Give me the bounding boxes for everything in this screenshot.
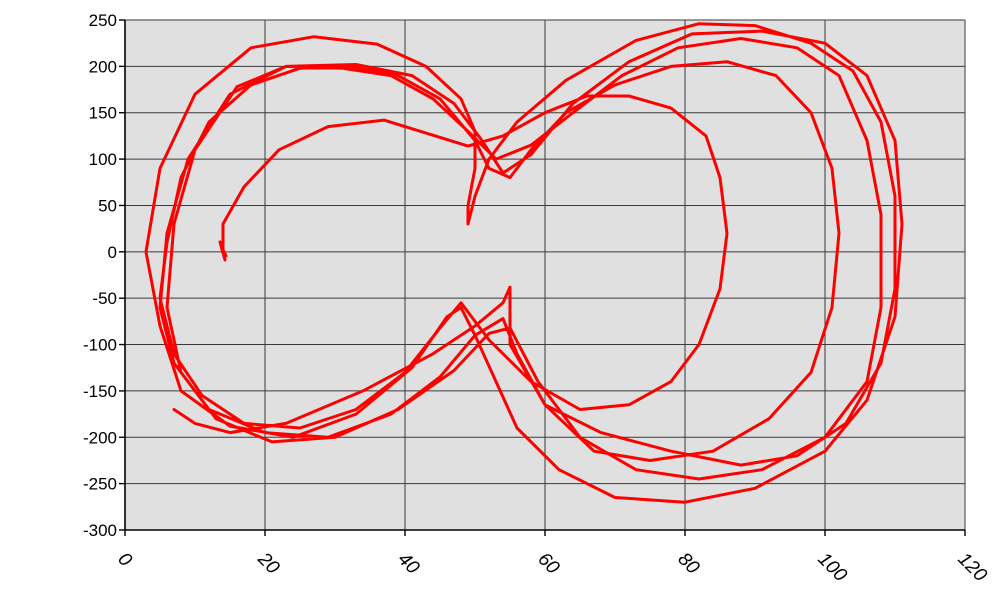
series-line-0 [144, 22, 904, 504]
y-tick-label: -50 [92, 289, 117, 308]
y-tick-label: 150 [89, 104, 117, 123]
x-tick-label: 0 [113, 549, 136, 572]
y-tick-label: 0 [108, 243, 117, 262]
x-tick-label: 40 [393, 549, 423, 579]
x-tick-label: 80 [673, 549, 703, 579]
y-tick-label: 50 [98, 196, 117, 215]
y-tick-label: -150 [83, 382, 117, 401]
series-layer [144, 22, 904, 504]
y-tick-label: -100 [83, 336, 117, 355]
x-tick-label: 60 [533, 549, 563, 579]
series-start-marker [218, 240, 228, 262]
y-tick-label: 100 [89, 150, 117, 169]
x-tick-label: 100 [813, 549, 851, 587]
x-tick-label: 20 [253, 548, 284, 579]
y-tick-label: -300 [83, 521, 117, 540]
y-tick-label: -200 [83, 428, 117, 447]
y-tick-label: -250 [83, 475, 117, 494]
y-tick-label: 200 [89, 57, 117, 76]
y-tick-label: 250 [89, 11, 117, 30]
axes [119, 19, 966, 536]
x-tick-label: 120 [953, 549, 991, 587]
